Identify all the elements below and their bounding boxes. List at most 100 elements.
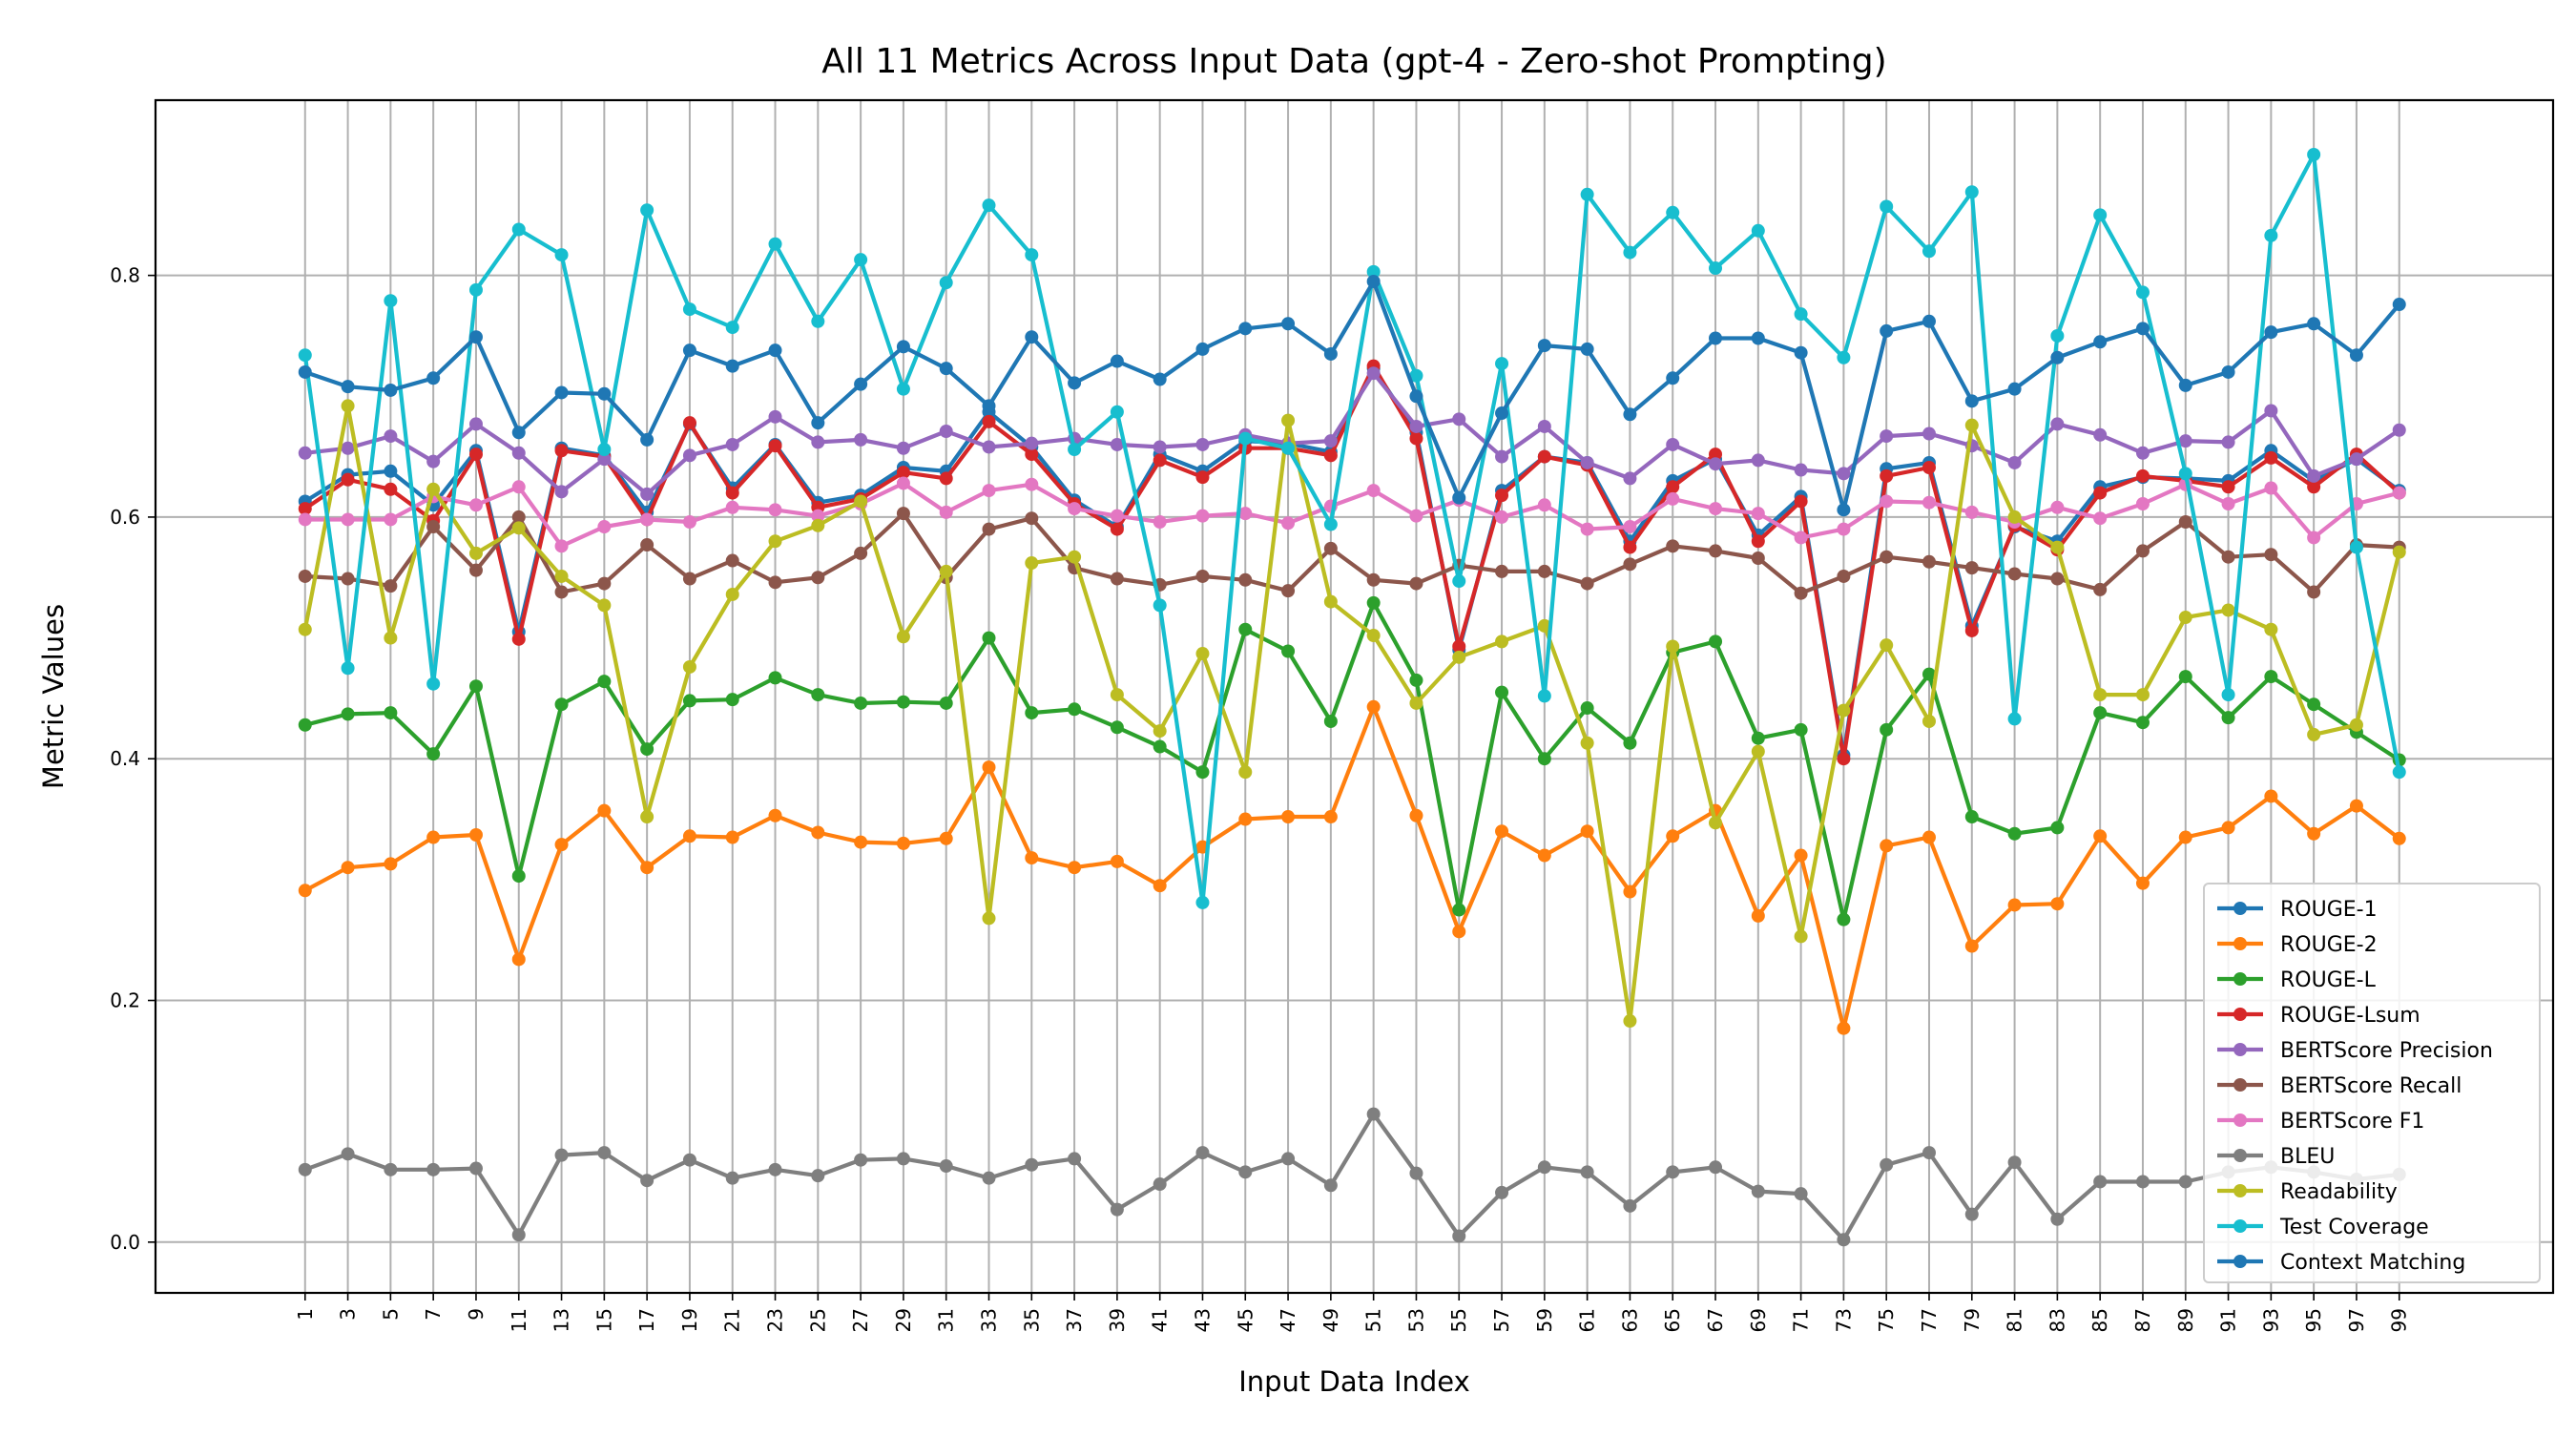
data-point: [896, 382, 910, 396]
data-point: [468, 828, 483, 843]
data-point: [1580, 187, 1594, 201]
data-point: [1068, 702, 1082, 717]
series-line-bertscore-f1: [304, 481, 2400, 549]
data-point: [1366, 274, 1381, 288]
data-point: [554, 1148, 569, 1162]
data-point: [2392, 486, 2406, 500]
data-point: [1238, 622, 1253, 636]
x-tick-label: 39: [1106, 1308, 1129, 1332]
data-point: [426, 520, 441, 534]
data-point: [982, 631, 996, 645]
legend-marker: [2233, 1149, 2247, 1162]
data-point: [1794, 494, 1808, 509]
data-point: [1623, 245, 1637, 260]
data-point: [2307, 585, 2321, 599]
data-point: [2178, 1175, 2192, 1189]
data-point: [1452, 490, 1466, 505]
data-point: [298, 348, 312, 363]
data-point: [511, 869, 526, 884]
data-point: [511, 632, 526, 646]
data-point: [2007, 826, 2022, 841]
data-point: [768, 343, 782, 358]
data-point: [1964, 418, 1979, 432]
data-point: [1409, 368, 1423, 383]
legend-item-bertscore-f1: BERTScore F1: [2217, 1110, 2424, 1134]
data-point: [1323, 594, 1338, 609]
data-point: [2221, 688, 2235, 702]
data-point: [1025, 436, 1039, 450]
data-point: [1837, 467, 1851, 481]
data-point: [1366, 572, 1381, 587]
data-point: [2135, 446, 2150, 460]
data-point: [2178, 611, 2192, 625]
data-point: [298, 446, 312, 460]
data-point: [384, 631, 398, 645]
data-point: [597, 452, 612, 467]
x-tick-label: 33: [978, 1308, 1001, 1332]
data-point: [854, 494, 868, 509]
data-point: [1964, 394, 1979, 408]
data-point: [896, 466, 910, 480]
data-point: [597, 675, 612, 689]
data-point: [1537, 752, 1551, 766]
data-point: [1709, 1160, 1723, 1175]
data-point: [1880, 468, 1894, 483]
data-point: [725, 693, 739, 707]
data-point: [1666, 480, 1680, 494]
data-point: [2307, 317, 2321, 331]
legend-marker: [2233, 937, 2247, 950]
data-point: [2178, 467, 2192, 481]
x-tick-label: 27: [849, 1308, 872, 1332]
data-point: [426, 747, 441, 761]
data-point: [1238, 812, 1253, 826]
legend-item-rouge-1: ROUGE-1: [2217, 898, 2378, 922]
legend-label: ROUGE-1: [2280, 898, 2378, 922]
x-tick-label: 77: [1918, 1308, 1941, 1332]
x-tick-label: 11: [508, 1308, 530, 1332]
data-point: [1195, 509, 1210, 523]
legend-label: BERTScore Recall: [2280, 1074, 2462, 1098]
plot-area-frame: [154, 98, 2555, 1295]
data-point: [1323, 434, 1338, 448]
axes: 1 3 5 7 9 11 13 15 17 19 21 23 25 27 29 31 33 35 37 39 41 43 4…: [110, 264, 2411, 1333]
data-point: [2264, 670, 2278, 684]
data-point: [1110, 854, 1124, 868]
data-point: [341, 1147, 355, 1161]
data-point: [2050, 1212, 2065, 1226]
data-point: [1580, 701, 1594, 716]
data-point: [1623, 736, 1637, 750]
data-point: [1751, 453, 1765, 468]
data-point: [2093, 208, 2108, 222]
data-point: [2007, 567, 2022, 581]
data-point: [1323, 517, 1338, 531]
x-tick-label: 81: [2004, 1308, 2026, 1332]
data-point: [511, 446, 526, 460]
data-point: [1623, 1198, 1637, 1213]
data-point: [854, 253, 868, 267]
data-point: [725, 1171, 739, 1185]
data-point: [2392, 298, 2406, 312]
data-point: [640, 432, 654, 447]
x-tick-label: 73: [1832, 1308, 1855, 1332]
x-tick-label: 7: [422, 1308, 445, 1321]
data-point: [811, 518, 825, 532]
data-point: [2307, 468, 2321, 483]
data-point: [1880, 550, 1894, 564]
data-point: [896, 836, 910, 850]
data-point: [341, 707, 355, 721]
data-point: [426, 371, 441, 385]
data-point: [2093, 486, 2108, 500]
data-point: [1366, 595, 1381, 610]
data-point: [982, 484, 996, 498]
data-point: [2093, 829, 2108, 843]
x-tick-label: 91: [2217, 1308, 2240, 1332]
data-point: [811, 1169, 825, 1183]
data-point: [1495, 489, 1509, 503]
data-point: [854, 1153, 868, 1167]
data-point: [426, 454, 441, 468]
data-point: [1537, 564, 1551, 578]
data-point: [811, 825, 825, 840]
data-point: [1110, 509, 1124, 523]
data-point: [384, 1162, 398, 1176]
legend: ROUGE-1 ROUGE-2 ROUGE-L ROUGE-Lsum BERTScore…: [2203, 883, 2541, 1283]
